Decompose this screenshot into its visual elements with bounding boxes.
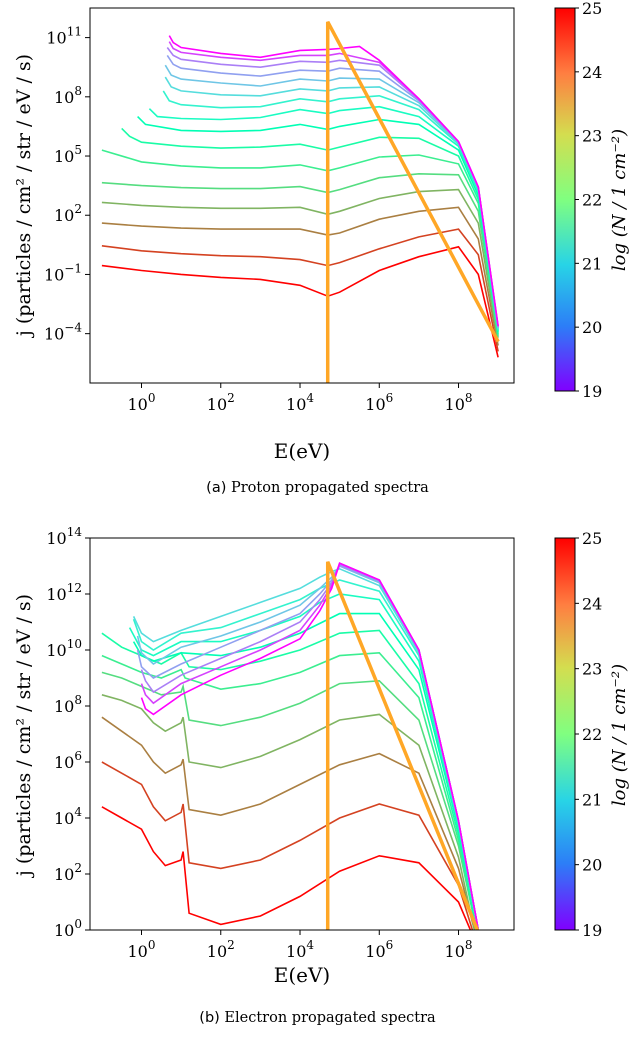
series-line-9 [162, 90, 499, 330]
plot-area: 100 102 104 106 108 10−4 10−1 102 105 108 1011 [44, 7, 515, 414]
series-line-15 [168, 35, 499, 326]
plot-frame [89, 537, 515, 931]
y-tick-label: 10−1 [44, 261, 82, 284]
colorbar-tick-label: 25 [582, 529, 602, 548]
x-tick-label: 106 [365, 938, 393, 961]
series-line-10 [132, 567, 480, 930]
series-line-14 [168, 41, 499, 327]
x-tick-label: 104 [286, 391, 314, 414]
colorbar-tick-label: 20 [582, 318, 602, 337]
x-tick-label: 106 [365, 391, 393, 414]
chart-electron-spectra: 100 102 104 106 108 100 102 104 106 108 1010 1012 10… [13, 525, 630, 987]
y-tick-label: 100 [54, 917, 82, 940]
series-group [101, 20, 500, 383]
x-tick-label: 108 [445, 391, 473, 414]
colorbar-tick-label: 19 [582, 382, 602, 401]
caption-b: (b) Electron propagated spectra [0, 1010, 635, 1026]
y-tick-label: 1014 [46, 525, 82, 548]
colorbar-tick-label: 22 [582, 191, 602, 210]
series-line-0 [101, 245, 499, 358]
colorbar-tick-label: 24 [582, 63, 602, 82]
x-tick-label: 102 [207, 938, 235, 961]
series-line-3 [101, 694, 476, 930]
colorbar-tick-label: 21 [582, 790, 602, 809]
series-line-8 [148, 105, 499, 331]
y-tick-label: 102 [54, 861, 82, 884]
source-spectrum-line [325, 20, 500, 383]
x-tick-label: 104 [286, 938, 314, 961]
colorbar-tick-label: 20 [582, 856, 602, 875]
series-line-2 [101, 716, 476, 930]
x-tick-label: 102 [207, 391, 235, 414]
colorbar-tick-label: 23 [582, 660, 602, 679]
series-line-5 [101, 651, 478, 930]
colorbar-gradient [554, 537, 576, 931]
series-line-15 [140, 562, 480, 930]
y-axis-label: j (particles / cm² / str / eV / s) [13, 54, 35, 338]
series-line-8 [128, 593, 480, 930]
series-line-5 [101, 149, 499, 336]
series-line-6 [121, 127, 499, 334]
series-line-0 [101, 806, 472, 930]
caption-b-label: (b) [199, 1010, 220, 1026]
x-axis-label: E(eV) [274, 963, 330, 987]
series-line-3 [101, 188, 499, 342]
source-spectrum-line [325, 561, 480, 930]
colorbar: 19 20 21 22 23 24 25 log (N / 1 cm⁻²) [554, 529, 630, 940]
plot-frame [89, 7, 515, 384]
colorbar-tick-label: 25 [582, 0, 602, 18]
x-tick-label: 108 [445, 938, 473, 961]
y-tick-label: 108 [54, 693, 82, 716]
y-tick-label: 1010 [46, 637, 82, 660]
y-tick-label: 104 [54, 805, 82, 828]
series-line-1 [101, 228, 499, 352]
y-tick-label: 1011 [46, 25, 82, 48]
caption-a: (a) Proton propagated spectra [0, 480, 635, 496]
y-tick-label: 102 [54, 202, 82, 225]
series-line-11 [164, 64, 499, 328]
colorbar-label: log (N / 1 cm⁻²) [609, 664, 630, 806]
series-line-1 [101, 761, 474, 930]
series-group [101, 561, 480, 930]
y-tick-label: 105 [54, 143, 82, 166]
colorbar-gradient [554, 7, 576, 392]
colorbar-tick-label: 22 [582, 725, 602, 744]
y-tick-label: 1012 [46, 581, 82, 604]
caption-a-label: (a) [206, 480, 227, 496]
colorbar-tick-label: 21 [582, 254, 602, 273]
plot-area: 100 102 104 106 108 100 102 104 106 108 1010 1012 10… [46, 525, 515, 961]
y-tick-label: 106 [54, 749, 82, 772]
series-line-10 [164, 76, 499, 329]
y-tick-label: 10−4 [44, 321, 82, 344]
colorbar-tick-label: 19 [582, 921, 602, 940]
y-axis-label: j (particles / cm² / str / eV / s) [13, 594, 35, 878]
chart-proton-spectra: 100 102 104 106 108 10−4 10−1 102 105 108 1011 E(e… [13, 0, 630, 463]
x-tick-label: 100 [128, 938, 156, 961]
x-axis-label: E(eV) [274, 439, 330, 463]
colorbar-label: log (N / 1 cm⁻²) [609, 129, 630, 271]
caption-b-text: Electron propagated spectra [224, 1010, 436, 1026]
caption-a-text: Proton propagated spectra [230, 480, 429, 496]
series-line-4 [101, 671, 478, 930]
series-line-4 [101, 172, 499, 338]
colorbar-tick-label: 23 [582, 127, 602, 146]
x-tick-label: 100 [128, 391, 156, 414]
colorbar-tick-label: 24 [582, 594, 602, 613]
y-tick-label: 108 [54, 84, 82, 107]
colorbar: 19 20 21 22 23 24 25 log (N / 1 cm⁻²) [554, 0, 630, 401]
